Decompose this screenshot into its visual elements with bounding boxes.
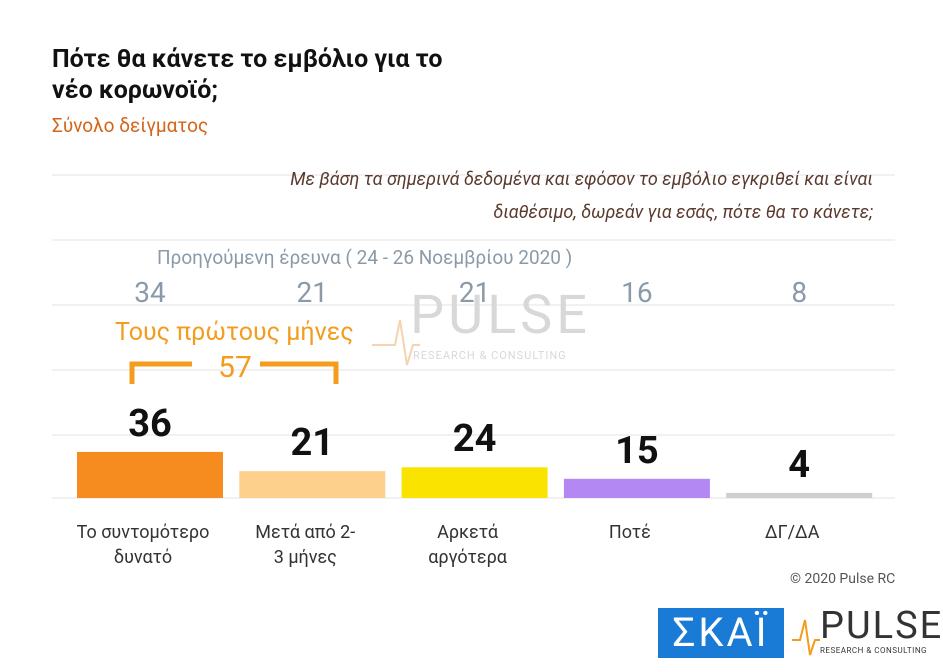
skai-logo: ΣΚΑΪ: [658, 608, 784, 658]
value-label: 15: [615, 428, 659, 473]
category-label: Το συντομότερο δυνατό: [76, 522, 210, 568]
copyright: © 2020 Pulse RC: [790, 571, 896, 587]
bar: [239, 471, 386, 498]
category-label: Μετά από 2-3 μήνες: [255, 522, 356, 568]
bracket: [129, 361, 339, 384]
watermark-tagline: RESEARCH & CONSULTING: [413, 349, 567, 362]
logo-pulse-line: [792, 619, 820, 656]
previous-value: 21: [458, 276, 491, 309]
previous-label: Προηγούμενη έρευνα ( 24 - 26 Νοεμβρίου 2…: [157, 246, 573, 269]
previous-value: 34: [134, 276, 166, 309]
previous-value: 21: [296, 276, 329, 309]
value-label: 21: [290, 421, 335, 466]
bracket-value: 57: [218, 350, 252, 385]
value-label: 24: [452, 417, 497, 462]
subtitle: Σύνολο δείγματος: [52, 114, 209, 137]
category-label: Ποτέ: [608, 522, 651, 543]
previous-value: 16: [621, 276, 653, 309]
value-label: 36: [128, 401, 172, 446]
value-label: 4: [788, 442, 811, 487]
watermark-pulse-line: [372, 319, 420, 366]
bar: [401, 467, 548, 498]
previous-value: 8: [791, 276, 808, 309]
bar: [563, 478, 710, 498]
chart-title: Πότε θα κάνετε το εμβόλιο για το νέο κορ…: [52, 45, 443, 105]
watermark: PULSE: [410, 284, 591, 347]
question: Με βάση τα σημερινά δεδομένα και εφόσον …: [290, 169, 873, 223]
bracket-label: Τους πρώτους μήνες: [115, 318, 354, 347]
pulse-logo: PULSE: [820, 604, 943, 648]
category-label: ΔΓ/ΔΑ: [764, 522, 820, 543]
pulse-logo-tagline: RESEARCH & CONSULTING: [820, 646, 927, 655]
bar: [77, 451, 223, 498]
bar: [726, 492, 873, 498]
category-label: Αρκετά αργότερα: [428, 522, 507, 568]
